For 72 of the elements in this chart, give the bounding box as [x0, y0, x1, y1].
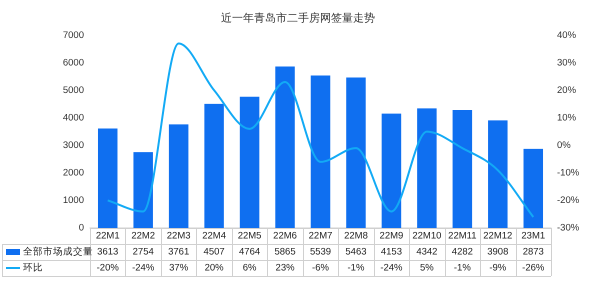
x-tick-label: 22M2: [131, 230, 156, 242]
bar: [310, 75, 330, 228]
y-tick-label: 0: [78, 222, 84, 234]
data-label: -24%: [380, 262, 404, 274]
bar: [275, 66, 295, 228]
bar: [133, 152, 153, 228]
x-tick-label: 22M11: [448, 230, 477, 242]
x-tick-label: 22M4: [202, 230, 226, 242]
data-label: 4507: [204, 246, 225, 258]
y2-tick-label: 20%: [557, 84, 577, 96]
x-tick-label: 22M8: [344, 230, 368, 242]
data-label: -1%: [454, 262, 472, 274]
y2-tick-label: 10%: [557, 112, 577, 124]
x-tick-label: 22M12: [483, 230, 512, 242]
x-tick-label: 22M6: [273, 230, 297, 242]
data-label: 3761: [168, 246, 190, 258]
x-tick-label: 22M7: [308, 230, 332, 242]
data-label: 4764: [239, 246, 260, 258]
data-label: 6%: [242, 262, 257, 274]
data-label: -9%: [489, 262, 507, 274]
bar: [382, 114, 402, 228]
data-label: 5865: [274, 246, 296, 258]
y-tick-label: 1000: [62, 195, 84, 206]
x-tick-label: 22M1: [96, 230, 120, 242]
data-label: 37%: [169, 262, 189, 274]
bar: [98, 128, 118, 228]
y2-tick-label: -30%: [557, 222, 580, 234]
data-label: -6%: [312, 262, 330, 274]
data-label: 3613: [97, 246, 118, 258]
bar: [240, 96, 260, 228]
bar: [452, 110, 472, 228]
y-tick-label: 5000: [62, 84, 84, 96]
y-tick-label: 6000: [62, 57, 84, 68]
data-label: 20%: [204, 262, 224, 274]
data-label: -24%: [132, 262, 155, 274]
data-label: 2754: [132, 246, 154, 258]
y2-tick-label: 40%: [557, 30, 577, 41]
data-label: 2873: [522, 246, 544, 258]
y-tick-label: 3000: [62, 140, 84, 151]
bar: [488, 120, 508, 228]
line-series: [106, 42, 534, 218]
data-label: 4153: [380, 246, 402, 258]
y2-tick-label: -20%: [557, 195, 580, 206]
y2-tick-label: 30%: [557, 57, 577, 68]
bar: [346, 78, 366, 228]
x-tick-label: 22M5: [238, 230, 262, 242]
data-label: 4282: [452, 246, 473, 258]
x-tick-label: 23M1: [521, 230, 546, 242]
data-label: -26%: [522, 262, 545, 274]
bar: [417, 108, 437, 228]
data-label: 23%: [276, 262, 296, 274]
y-tick-label: 2000: [62, 168, 84, 179]
data-label: 5539: [310, 246, 332, 258]
legend-label: 全部市场成交量: [23, 246, 93, 258]
x-tick-label: 22M9: [380, 230, 404, 242]
x-tick-label: 22M10: [412, 230, 442, 242]
data-label: 4342: [416, 246, 438, 258]
data-label: 3908: [487, 246, 508, 258]
y2-tick-label: 0%: [557, 140, 572, 151]
bar: [168, 124, 188, 228]
chart-title: 近一年青岛市二手房网签量走势: [221, 12, 375, 25]
bar: [204, 104, 224, 228]
data-label: 5463: [345, 246, 367, 258]
y-tick-label: 4000: [62, 112, 84, 124]
y-tick-label: 7000: [62, 30, 84, 41]
y2-tick-label: -10%: [557, 168, 580, 179]
x-tick-label: 22M3: [166, 230, 191, 242]
data-label: -1%: [348, 262, 365, 274]
bar: [524, 148, 544, 228]
data-label: -20%: [96, 262, 120, 274]
legend-label: 环比: [23, 262, 43, 274]
data-label: 5%: [420, 262, 434, 274]
